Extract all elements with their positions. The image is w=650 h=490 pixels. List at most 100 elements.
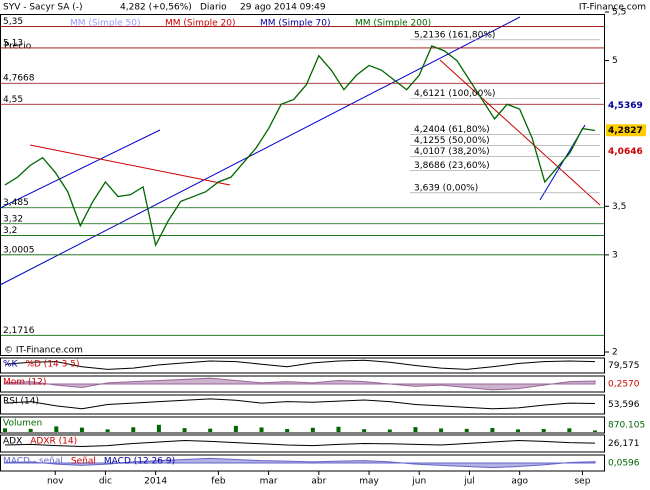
y-tick-label: 3 [612,250,618,260]
panel-value: 0,2570 [608,380,640,390]
level-label: 3,0005 [3,245,35,255]
volume-bar [54,426,59,432]
volume-bar [336,426,341,432]
symbol: SYV - Sacyr SA (-) [3,3,83,13]
price-line [4,45,596,248]
marker-label: 4,5369 [608,101,643,111]
level-label: 3,485 [3,198,29,208]
trend-line [0,16,521,286]
panel-value: 0,0596 [608,459,640,469]
x-tick-label: feb [211,477,226,487]
legend-entry: MM (Simple 200) [355,19,431,29]
x-tick-label: jun [411,477,426,487]
indicator-line [4,398,596,410]
volume-bar [131,427,136,432]
legend-entry: MM (Simple 20) [165,19,235,29]
level-label: 3,2 [3,226,17,236]
volume-bar [156,424,161,432]
y-tick-label: 5,5 [612,8,626,18]
panel-label: ADX [3,437,22,447]
indicator-line [4,359,596,370]
panel-label: MACD (12 26 9) [104,457,175,467]
level-label: 2,1716 [3,326,35,336]
y-tick-label: 2 [612,348,618,358]
panel-label: Señal [71,457,96,467]
volume-bar [464,428,469,432]
volume-bar [490,427,495,432]
copyright: © IT-Finance.com [4,346,83,356]
trend-line [29,144,231,186]
level-label: 3,32 [3,214,23,224]
x-tick-label: sep [574,477,590,487]
level-label: 5,13 [3,38,23,48]
fib-label: 3,8686 (23,60%) [414,161,490,171]
panel-label: Volumen [3,419,42,429]
main-frame [0,14,605,356]
panel-label: %D (14 3 5) [25,360,79,370]
fib-label: 4,6121 (100,00%) [414,89,495,99]
panel-frame [0,357,605,374]
volume-bar [285,429,290,432]
x-tick-label: dic [99,477,112,487]
panel-frame [0,454,605,472]
x-tick-label: may [359,477,379,487]
indicator-area [4,457,596,469]
x-tick-label: mar [260,477,278,487]
brand: IT-Finance.com [579,3,646,13]
legend-entry: MM (Simple 70) [260,19,330,29]
volume-bar [28,428,33,432]
quote: 4,282 (+0,56%) [120,3,192,13]
volume-bar [516,429,521,432]
volume-bar [105,429,110,432]
trend-line [439,59,601,206]
level-label: 4,55 [3,95,23,105]
x-tick-label: abr [311,477,326,487]
panel-label: RSI (14) [3,397,39,407]
price-label: Precio [4,42,32,52]
volume-bar [208,428,213,432]
volume-bar [310,427,315,432]
indicator-line [4,439,596,448]
panel-label: MACD - señal [3,457,63,467]
panel-label: %K [3,360,19,370]
fib-label: 4,2404 (61,80%) [414,125,490,135]
panel-value: 53,596 [608,400,640,410]
volume-bar [439,428,444,432]
fib-label: 5,2136 (161,80%) [414,30,495,40]
volume-bar [567,428,572,432]
marker-box [606,124,646,137]
volume-bar [79,427,84,432]
marker-label: 4,2827 [608,126,643,136]
period: Diario [200,3,227,13]
y-tick-label: 5 [612,56,618,66]
x-tick-label: ago [511,477,528,487]
level-label: 4,7668 [3,74,35,84]
panel-value: 79,575 [608,361,640,371]
volume-bar [182,428,187,432]
indicator-area [4,377,596,391]
panel-frame [0,434,605,453]
datetime: 29 ago 2014 09:49 [240,3,326,13]
panel-frame [0,375,605,393]
fib-label: 4,0107 (38,20%) [414,147,490,157]
volume-bar [233,425,238,432]
panel-value: 26,171 [608,439,640,449]
volume-bar [541,429,546,432]
volume-bar [3,428,7,432]
fib-label: 4,1255 (50,00%) [414,136,490,146]
x-tick-label: jul [463,477,475,487]
volume-bar [387,429,392,432]
marker-label: 4,0646 [608,147,643,157]
trend-line [0,129,161,209]
panel-label: Mom (12) [3,378,46,388]
panel-frame [0,416,605,434]
fib-label: 3,639 (0,00%) [414,183,478,193]
x-tick-label: 2014 [144,477,167,487]
volume-bar [413,427,418,432]
x-tick-label: nov [47,477,64,487]
level-label: 5,35 [3,17,23,27]
volume-bar [593,430,597,432]
panel-frame [0,394,605,415]
volume-bar [362,429,367,432]
